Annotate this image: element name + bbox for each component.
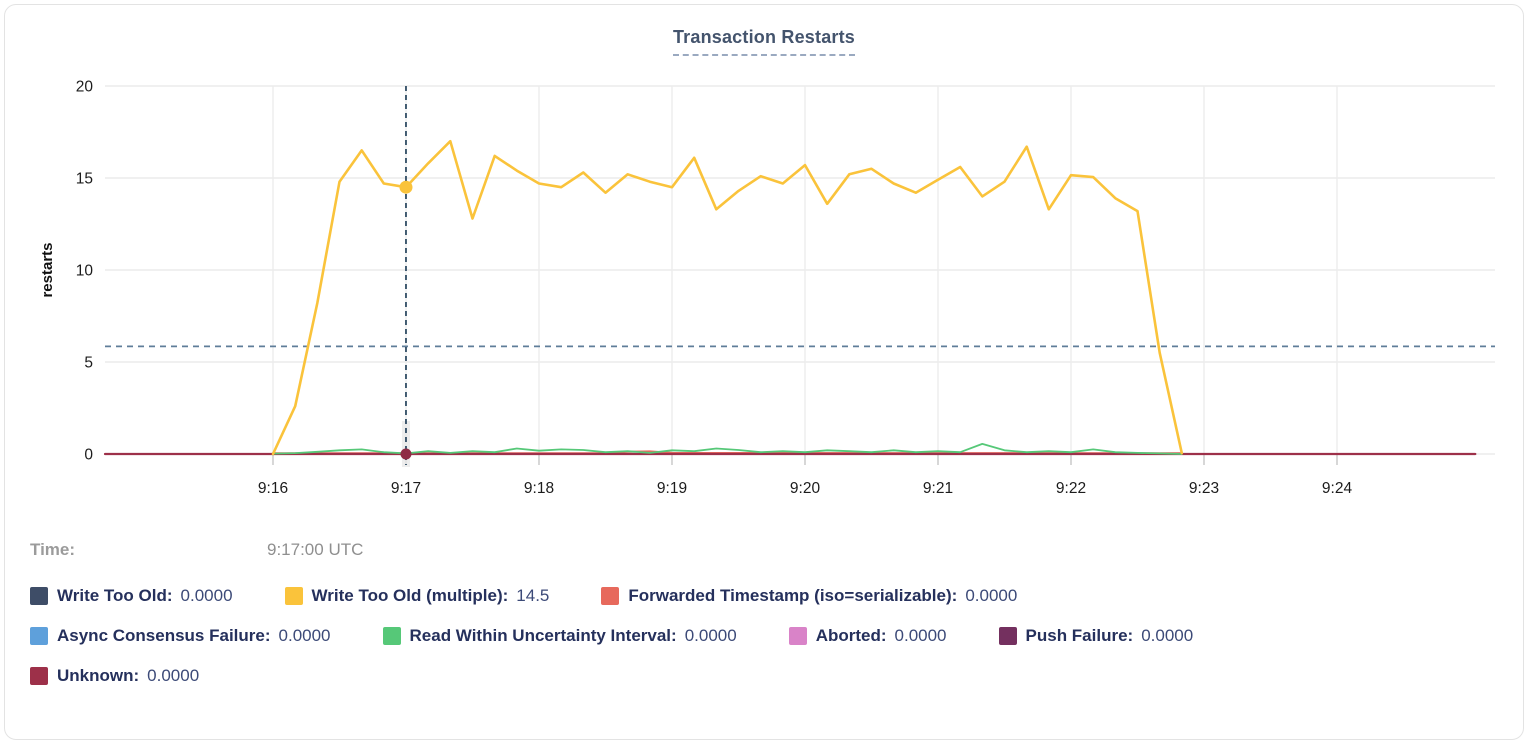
legend-item-aborted[interactable]: Aborted: 0.0000 xyxy=(788,626,947,646)
legend-label: Write Too Old (multiple): xyxy=(311,586,509,605)
legend-value: 0.0000 xyxy=(965,586,1018,605)
legend-item-read-within-uncertainty-interval[interactable]: Read Within Uncertainty Interval: 0.0000 xyxy=(382,626,737,646)
legend-value: 0.0000 xyxy=(180,586,233,605)
legend-label: Forwarded Timestamp (iso=serializable): xyxy=(628,586,958,605)
y-tick-label: 0 xyxy=(84,447,93,464)
series-line-read-within-uncertainty-interval xyxy=(272,442,1183,455)
legend-swatch xyxy=(601,587,620,605)
legend-label: Push Failure: xyxy=(1025,626,1134,645)
legend-item-write-too-old-multiple-[interactable]: Write Too Old (multiple): 14.5 xyxy=(284,586,550,606)
legend-swatch xyxy=(788,627,807,645)
chart-title: Transaction Restarts xyxy=(672,27,856,56)
series-line-write-too-old-multiple- xyxy=(271,139,1184,456)
legend-value: 14.5 xyxy=(516,586,550,605)
legend-row: Write Too Old: 0.0000 Write Too Old (multi… xyxy=(30,586,1523,606)
legend-swatch xyxy=(284,587,303,605)
y-tick-label: 5 xyxy=(84,355,93,372)
legend-value: 0.0000 xyxy=(894,626,947,645)
chart-header: Transaction Restarts xyxy=(5,27,1523,67)
crosshair-axis-band xyxy=(401,421,410,467)
legend-label: Read Within Uncertainty Interval: xyxy=(409,626,677,645)
legend-item-unknown[interactable]: Unknown: 0.0000 xyxy=(30,666,199,686)
legend-swatch xyxy=(30,667,48,685)
transaction-restarts-chart[interactable]: 0 5 10 15 20 9:16 9:17 9:18 9:19 9:20 9:21 9:22 9:23… xyxy=(5,69,1528,514)
x-tick-label: 9:19 xyxy=(657,480,687,497)
x-tick-label: 9:16 xyxy=(258,480,288,497)
time-label: Time: xyxy=(30,540,76,559)
legend-item-forwarded-timestamp-iso-serializable-[interactable]: Forwarded Timestamp (iso=serializable): 0… xyxy=(601,586,1017,606)
x-tick-label: 9:18 xyxy=(524,480,554,497)
y-tick-label: 15 xyxy=(76,171,93,188)
x-tick-label: 9:22 xyxy=(1056,480,1086,497)
y-axis-title: restarts xyxy=(39,242,56,297)
legend-item-write-too-old[interactable]: Write Too Old: 0.0000 xyxy=(30,586,233,606)
legend-item-async-consensus-failure[interactable]: Async Consensus Failure: 0.0000 xyxy=(30,626,331,646)
legend-row: Unknown: 0.0000 xyxy=(30,666,1523,686)
cursor-time-row: Time: 9:17:00 UTC xyxy=(30,540,1523,564)
legend-swatch xyxy=(30,587,48,605)
x-tick-label: 9:17 xyxy=(391,480,421,497)
legend-value: 0.0000 xyxy=(278,626,331,645)
legend-row: Async Consensus Failure: 0.0000 Read Withi… xyxy=(30,626,1523,646)
x-tick-label: 9:23 xyxy=(1189,480,1219,497)
legend-label: Aborted: xyxy=(815,626,887,645)
legend-label: Async Consensus Failure: xyxy=(57,626,271,645)
legend-value: 0.0000 xyxy=(684,626,737,645)
legend-value: 0.0000 xyxy=(147,666,200,685)
y-tick-label: 10 xyxy=(76,263,94,280)
x-tick-label: 9:24 xyxy=(1322,480,1353,497)
time-value: 9:17:00 UTC xyxy=(267,540,364,559)
chart-card: Transaction Restarts 0 5 10 15 20 9:16 9:17 9:1… xyxy=(4,4,1524,740)
legend-label: Write Too Old: xyxy=(57,586,173,605)
x-tick-label: 9:20 xyxy=(790,480,821,497)
crosshair-zero-dot xyxy=(400,448,412,460)
legend-value: 0.0000 xyxy=(1141,626,1194,645)
crosshair-highlight-dot xyxy=(399,180,413,194)
chart-legend: Write Too Old: 0.0000 Write Too Old (multi… xyxy=(30,586,1523,686)
y-tick-label: 20 xyxy=(76,79,94,96)
legend-swatch xyxy=(998,627,1017,645)
legend-swatch xyxy=(30,627,48,645)
legend-item-push-failure[interactable]: Push Failure: 0.0000 xyxy=(998,626,1194,646)
legend-swatch xyxy=(382,627,401,645)
legend-label: Unknown: xyxy=(57,666,140,685)
x-tick-label: 9:21 xyxy=(923,480,953,497)
